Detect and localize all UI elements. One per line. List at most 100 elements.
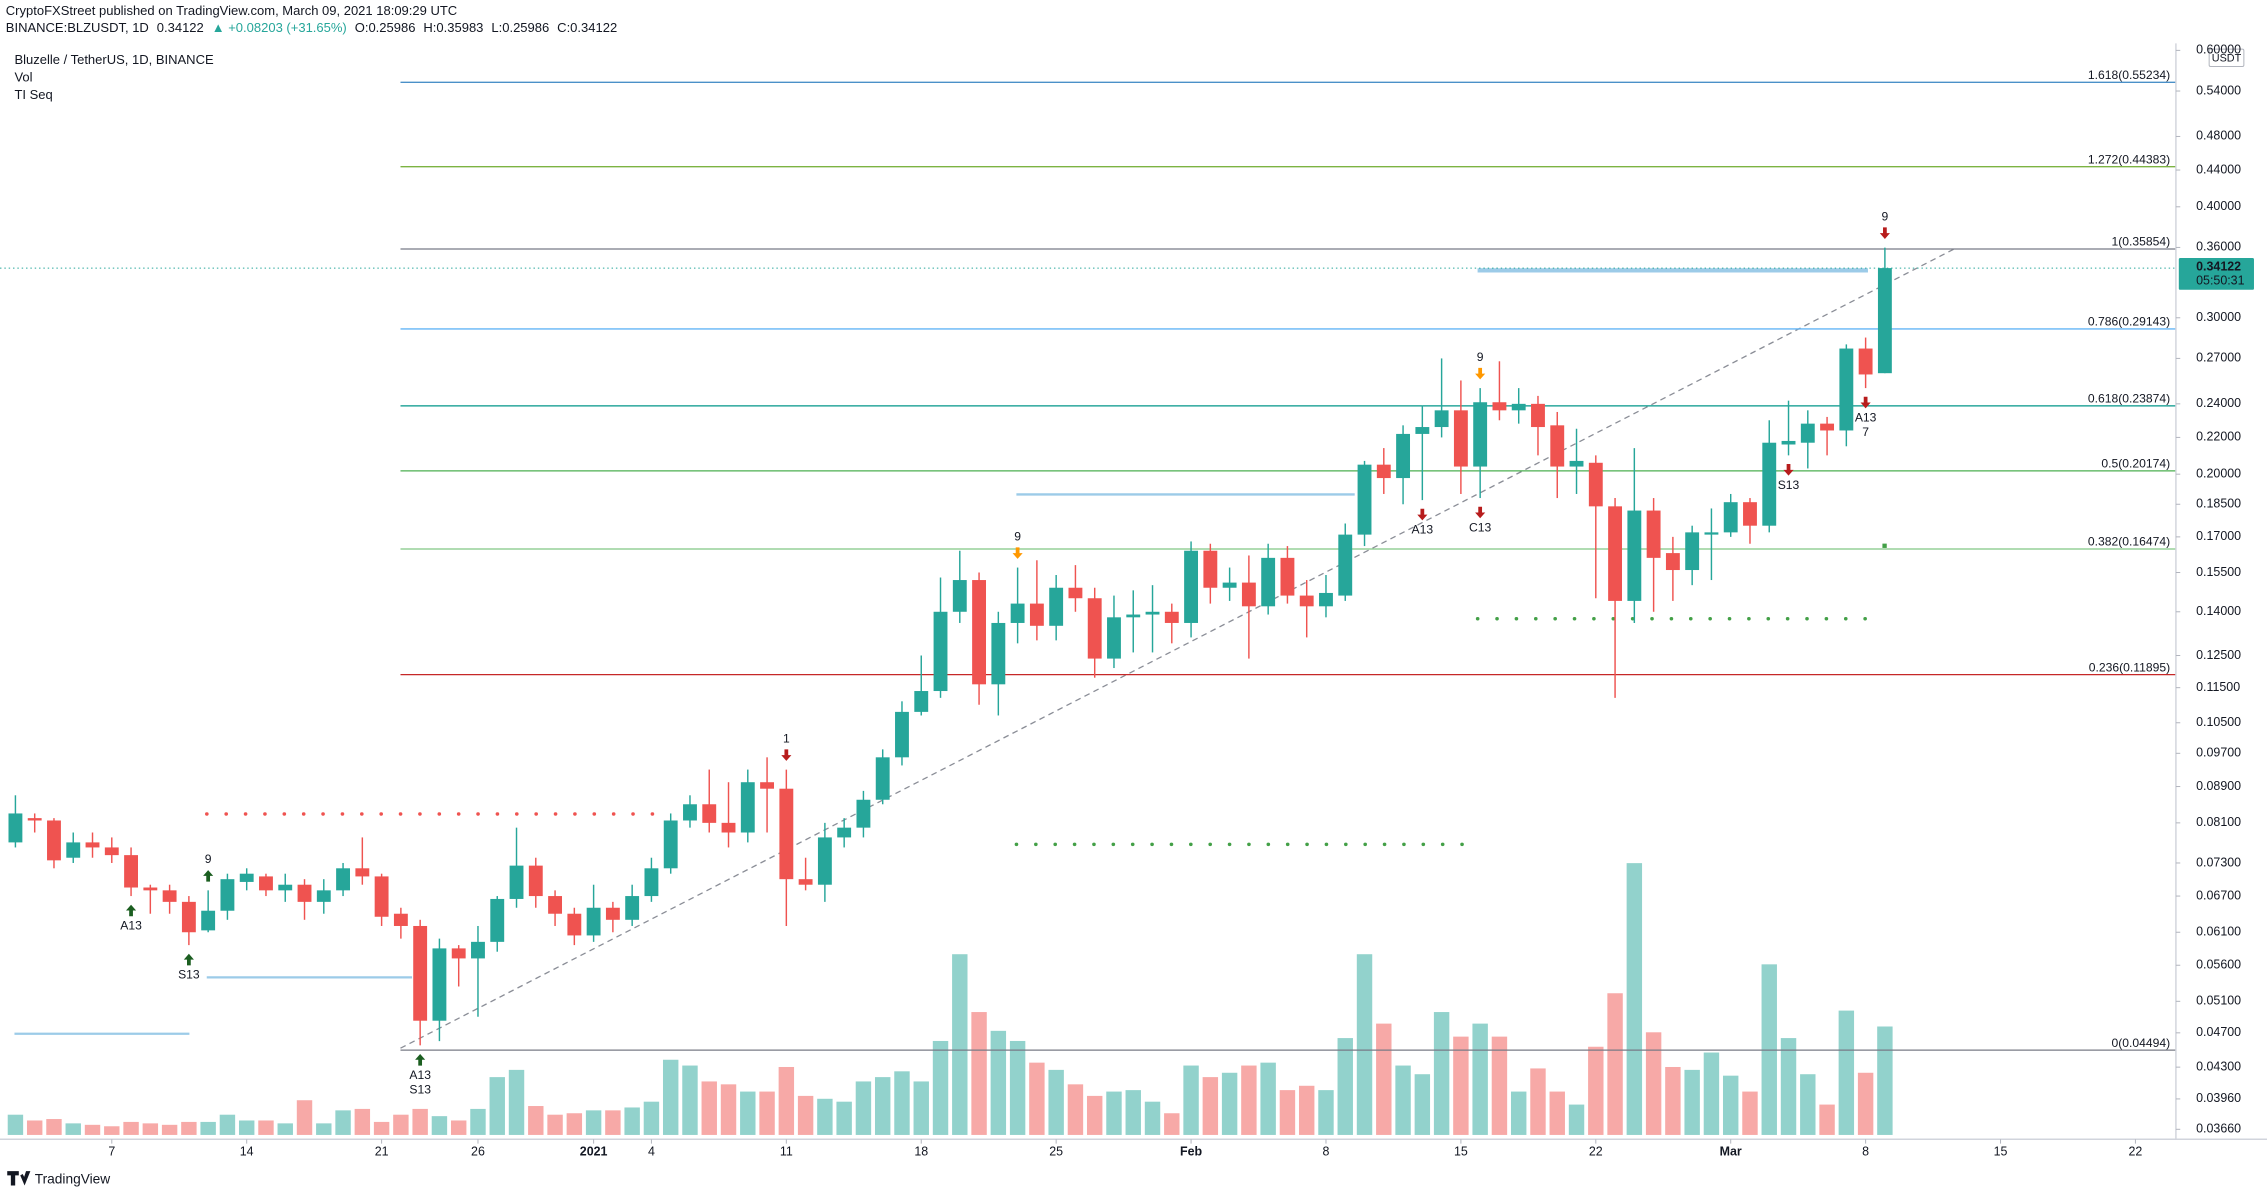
x-tick-label: 8 bbox=[1862, 1145, 1869, 1159]
candle-body bbox=[1376, 464, 1391, 479]
x-tick-label: 22 bbox=[2129, 1145, 2143, 1159]
volume-bar bbox=[932, 1040, 949, 1135]
signal-arrow bbox=[781, 749, 792, 761]
candle-body bbox=[1184, 550, 1199, 623]
signal-arrow bbox=[1783, 464, 1794, 476]
volume-bar bbox=[508, 1069, 525, 1135]
x-tick-label: 14 bbox=[240, 1145, 254, 1159]
x-tick-label: 22 bbox=[1589, 1145, 1603, 1159]
candle-body bbox=[1126, 614, 1141, 618]
candle-body bbox=[1396, 433, 1411, 479]
indicator-label: Vol bbox=[14, 70, 32, 85]
volume-bar bbox=[1144, 1101, 1161, 1135]
volume-bar bbox=[373, 1121, 390, 1135]
candle-body bbox=[528, 865, 543, 897]
volume-bar bbox=[354, 1108, 371, 1135]
volume-bar bbox=[1221, 1072, 1238, 1135]
candle-body bbox=[798, 879, 813, 885]
x-tick-label: Feb bbox=[1180, 1145, 1202, 1159]
fib-label: 0.786(0.29143) bbox=[2088, 315, 2170, 329]
candle-body bbox=[1665, 553, 1680, 571]
chart-title: Bluzelle / TetherUS, 1D, BINANCE bbox=[14, 52, 213, 67]
volume-bar bbox=[874, 1077, 891, 1135]
signal-arrow bbox=[1879, 227, 1890, 239]
volume-bar bbox=[1472, 1023, 1488, 1135]
ohlc-value: 0.35983 bbox=[436, 20, 483, 35]
signal-label: S13 bbox=[409, 1082, 431, 1096]
x-tick-label: 11 bbox=[780, 1145, 793, 1159]
candle-body bbox=[1723, 502, 1738, 533]
fib-label: 1(0.35854) bbox=[2111, 235, 2170, 249]
candle-body bbox=[1511, 403, 1526, 411]
indicator-label: TI Seq bbox=[14, 87, 52, 102]
y-tick-label: 0.22000 bbox=[2196, 430, 2241, 444]
candle-body bbox=[1588, 462, 1603, 507]
y-tick-label: 0.06100 bbox=[2196, 925, 2241, 939]
volume-bar bbox=[1029, 1062, 1045, 1135]
candle-body bbox=[875, 757, 890, 800]
volume-bar bbox=[142, 1123, 159, 1135]
candle-body bbox=[1145, 611, 1160, 615]
volume-bar bbox=[258, 1120, 274, 1135]
fib-label: 0(0.04494) bbox=[2111, 1036, 2170, 1050]
y-tick-label: 0.04300 bbox=[2196, 1059, 2241, 1073]
candle-body bbox=[432, 948, 447, 1021]
signal-label: C13 bbox=[1469, 521, 1491, 535]
signal-label: A13 bbox=[1412, 523, 1434, 537]
x-tick-label: 21 bbox=[375, 1145, 389, 1159]
volume-bar bbox=[1549, 1091, 1565, 1135]
volume-bar bbox=[971, 1012, 987, 1135]
candle-body bbox=[336, 868, 351, 891]
volume-bar bbox=[1684, 1069, 1700, 1135]
candle-body bbox=[124, 855, 139, 888]
volume-bar bbox=[316, 1123, 332, 1135]
candle-body bbox=[779, 788, 794, 880]
volume-bar bbox=[1626, 863, 1643, 1135]
candle-body bbox=[259, 876, 273, 891]
candle-body bbox=[740, 782, 755, 833]
candle-body bbox=[27, 818, 42, 821]
y-tick-label: 0.04700 bbox=[2196, 1025, 2241, 1039]
candle-body bbox=[316, 890, 331, 902]
volume-bar bbox=[1260, 1062, 1276, 1135]
candle-body bbox=[625, 896, 640, 920]
ohlc-label: O: bbox=[355, 20, 369, 35]
signal-label: S13 bbox=[178, 968, 200, 982]
y-tick-label: 0.27000 bbox=[2196, 351, 2241, 365]
candle-body bbox=[1222, 582, 1237, 588]
currency-box[interactable] bbox=[2208, 48, 2245, 68]
candle-body bbox=[1569, 460, 1584, 467]
candle-body bbox=[972, 580, 987, 685]
candle-body bbox=[586, 907, 601, 936]
drawings bbox=[14, 248, 1956, 1049]
x-tick-label: 8 bbox=[1323, 1145, 1330, 1159]
candle-body bbox=[817, 837, 832, 885]
candle-body bbox=[1319, 592, 1333, 607]
volume-bar bbox=[123, 1121, 139, 1135]
signal-arrow bbox=[1475, 367, 1486, 380]
fib-label: 0.236(0.11895) bbox=[2089, 660, 2170, 674]
y-tick-label: 0.12500 bbox=[2196, 648, 2241, 662]
volume-bar bbox=[528, 1106, 544, 1135]
signal-label: 7 bbox=[1862, 425, 1869, 439]
candle-body bbox=[85, 842, 100, 848]
price-tag bbox=[2178, 257, 2254, 290]
candle-body bbox=[8, 813, 23, 843]
signal-label: S13 bbox=[1778, 478, 1800, 492]
candle-body bbox=[1338, 534, 1353, 596]
candle-body bbox=[355, 868, 370, 877]
signal-arrow bbox=[415, 1054, 426, 1066]
volume-bar bbox=[1009, 1040, 1026, 1135]
volume-bar bbox=[393, 1114, 409, 1135]
volume-bar bbox=[566, 1113, 583, 1135]
ohlc-value: 0.34122 bbox=[570, 20, 617, 35]
signal-label: A13 bbox=[409, 1068, 431, 1082]
volume-bar bbox=[855, 1081, 872, 1135]
y-tick-label: 0.03960 bbox=[2196, 1091, 2241, 1105]
candle-body bbox=[1107, 617, 1121, 659]
candle-body bbox=[1415, 427, 1430, 434]
signal-label: 9 bbox=[1014, 529, 1021, 543]
volume-bar bbox=[1433, 1012, 1450, 1135]
x-tick-label: 15 bbox=[1454, 1145, 1468, 1159]
candle-body bbox=[47, 820, 61, 861]
